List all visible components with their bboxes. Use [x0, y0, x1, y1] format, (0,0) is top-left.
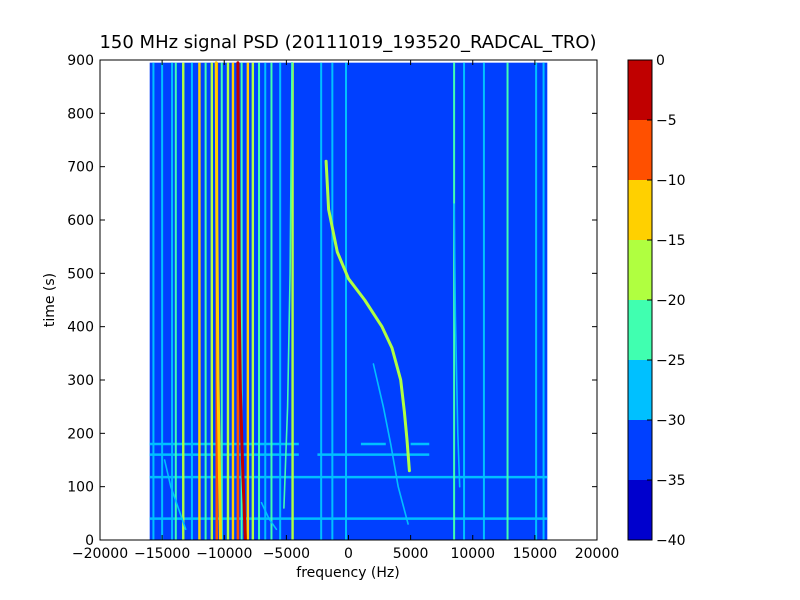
y-tick-label: 300	[67, 373, 94, 389]
y-tick-label: 100	[67, 480, 94, 496]
colorbar-tick-label: −40	[656, 533, 686, 549]
x-tick-label: 15000	[513, 546, 558, 562]
y-tick-label: 200	[67, 426, 94, 442]
colorbar-tick-label: −30	[656, 413, 686, 429]
colorbar-segment	[628, 240, 652, 300]
drift-trace	[163, 459, 187, 531]
heatmap-layer	[149, 61, 548, 540]
colorbar-segment	[628, 360, 652, 420]
y-axis: 0 100 200 300 400 500 600 700 800 900	[67, 53, 597, 549]
drift-trace	[283, 61, 293, 509]
colorbar-tick-label: −20	[656, 293, 686, 309]
x-tick-label: 10000	[450, 546, 495, 562]
y-tick-label: 900	[67, 53, 94, 69]
colorbar-segment	[628, 60, 652, 120]
y-axis-label: time (s)	[42, 273, 58, 327]
colorbar-segment	[628, 180, 652, 240]
colorbar-tick-label: 0	[656, 53, 665, 69]
x-tick-label: −20000	[72, 546, 128, 562]
drift-trace	[372, 363, 409, 525]
x-tick-label: −15000	[134, 546, 190, 562]
colorbar: −40 −35 −30 −25 −20 −15 −10 −5 0	[627, 53, 686, 549]
colorbar-tick-label: −15	[656, 233, 686, 249]
colorbar-tick-label: −25	[656, 353, 686, 369]
heatmap-background	[149, 62, 548, 540]
plot-area	[100, 60, 597, 540]
colorbar-tick-label: −35	[656, 473, 686, 489]
drift-trace	[324, 159, 411, 473]
y-tick-label: 0	[85, 533, 94, 549]
colorbar-tick-label: −10	[656, 173, 686, 189]
x-tick-label: −5000	[263, 546, 310, 562]
x-tick-label: 5000	[393, 546, 429, 562]
colorbar-segment	[628, 480, 652, 540]
y-tick-label: 700	[67, 160, 94, 176]
y-tick-label: 400	[67, 320, 94, 336]
chart-title: 150 MHz signal PSD (20111019_193520_RADC…	[99, 32, 596, 53]
x-tick-label: 20000	[575, 546, 620, 562]
colorbar-segment	[628, 420, 652, 480]
drift-trace	[453, 203, 461, 488]
drift-trace	[214, 61, 222, 540]
colorbar-tick-label: −5	[656, 113, 677, 129]
colorbar-segment	[628, 300, 652, 360]
drift-trace	[236, 61, 247, 540]
x-axis-label: frequency (Hz)	[296, 565, 399, 581]
colorbar-segment	[628, 120, 652, 180]
drift-trace	[260, 501, 278, 531]
x-tick-label: 0	[344, 546, 353, 562]
y-tick-label: 600	[67, 213, 94, 229]
x-tick-label: −10000	[196, 546, 252, 562]
x-axis: −20000 −15000 −10000 −5000 0 5000 10000 15000 20…	[72, 60, 619, 562]
y-tick-label: 800	[67, 106, 94, 122]
y-tick-label: 500	[67, 266, 94, 282]
